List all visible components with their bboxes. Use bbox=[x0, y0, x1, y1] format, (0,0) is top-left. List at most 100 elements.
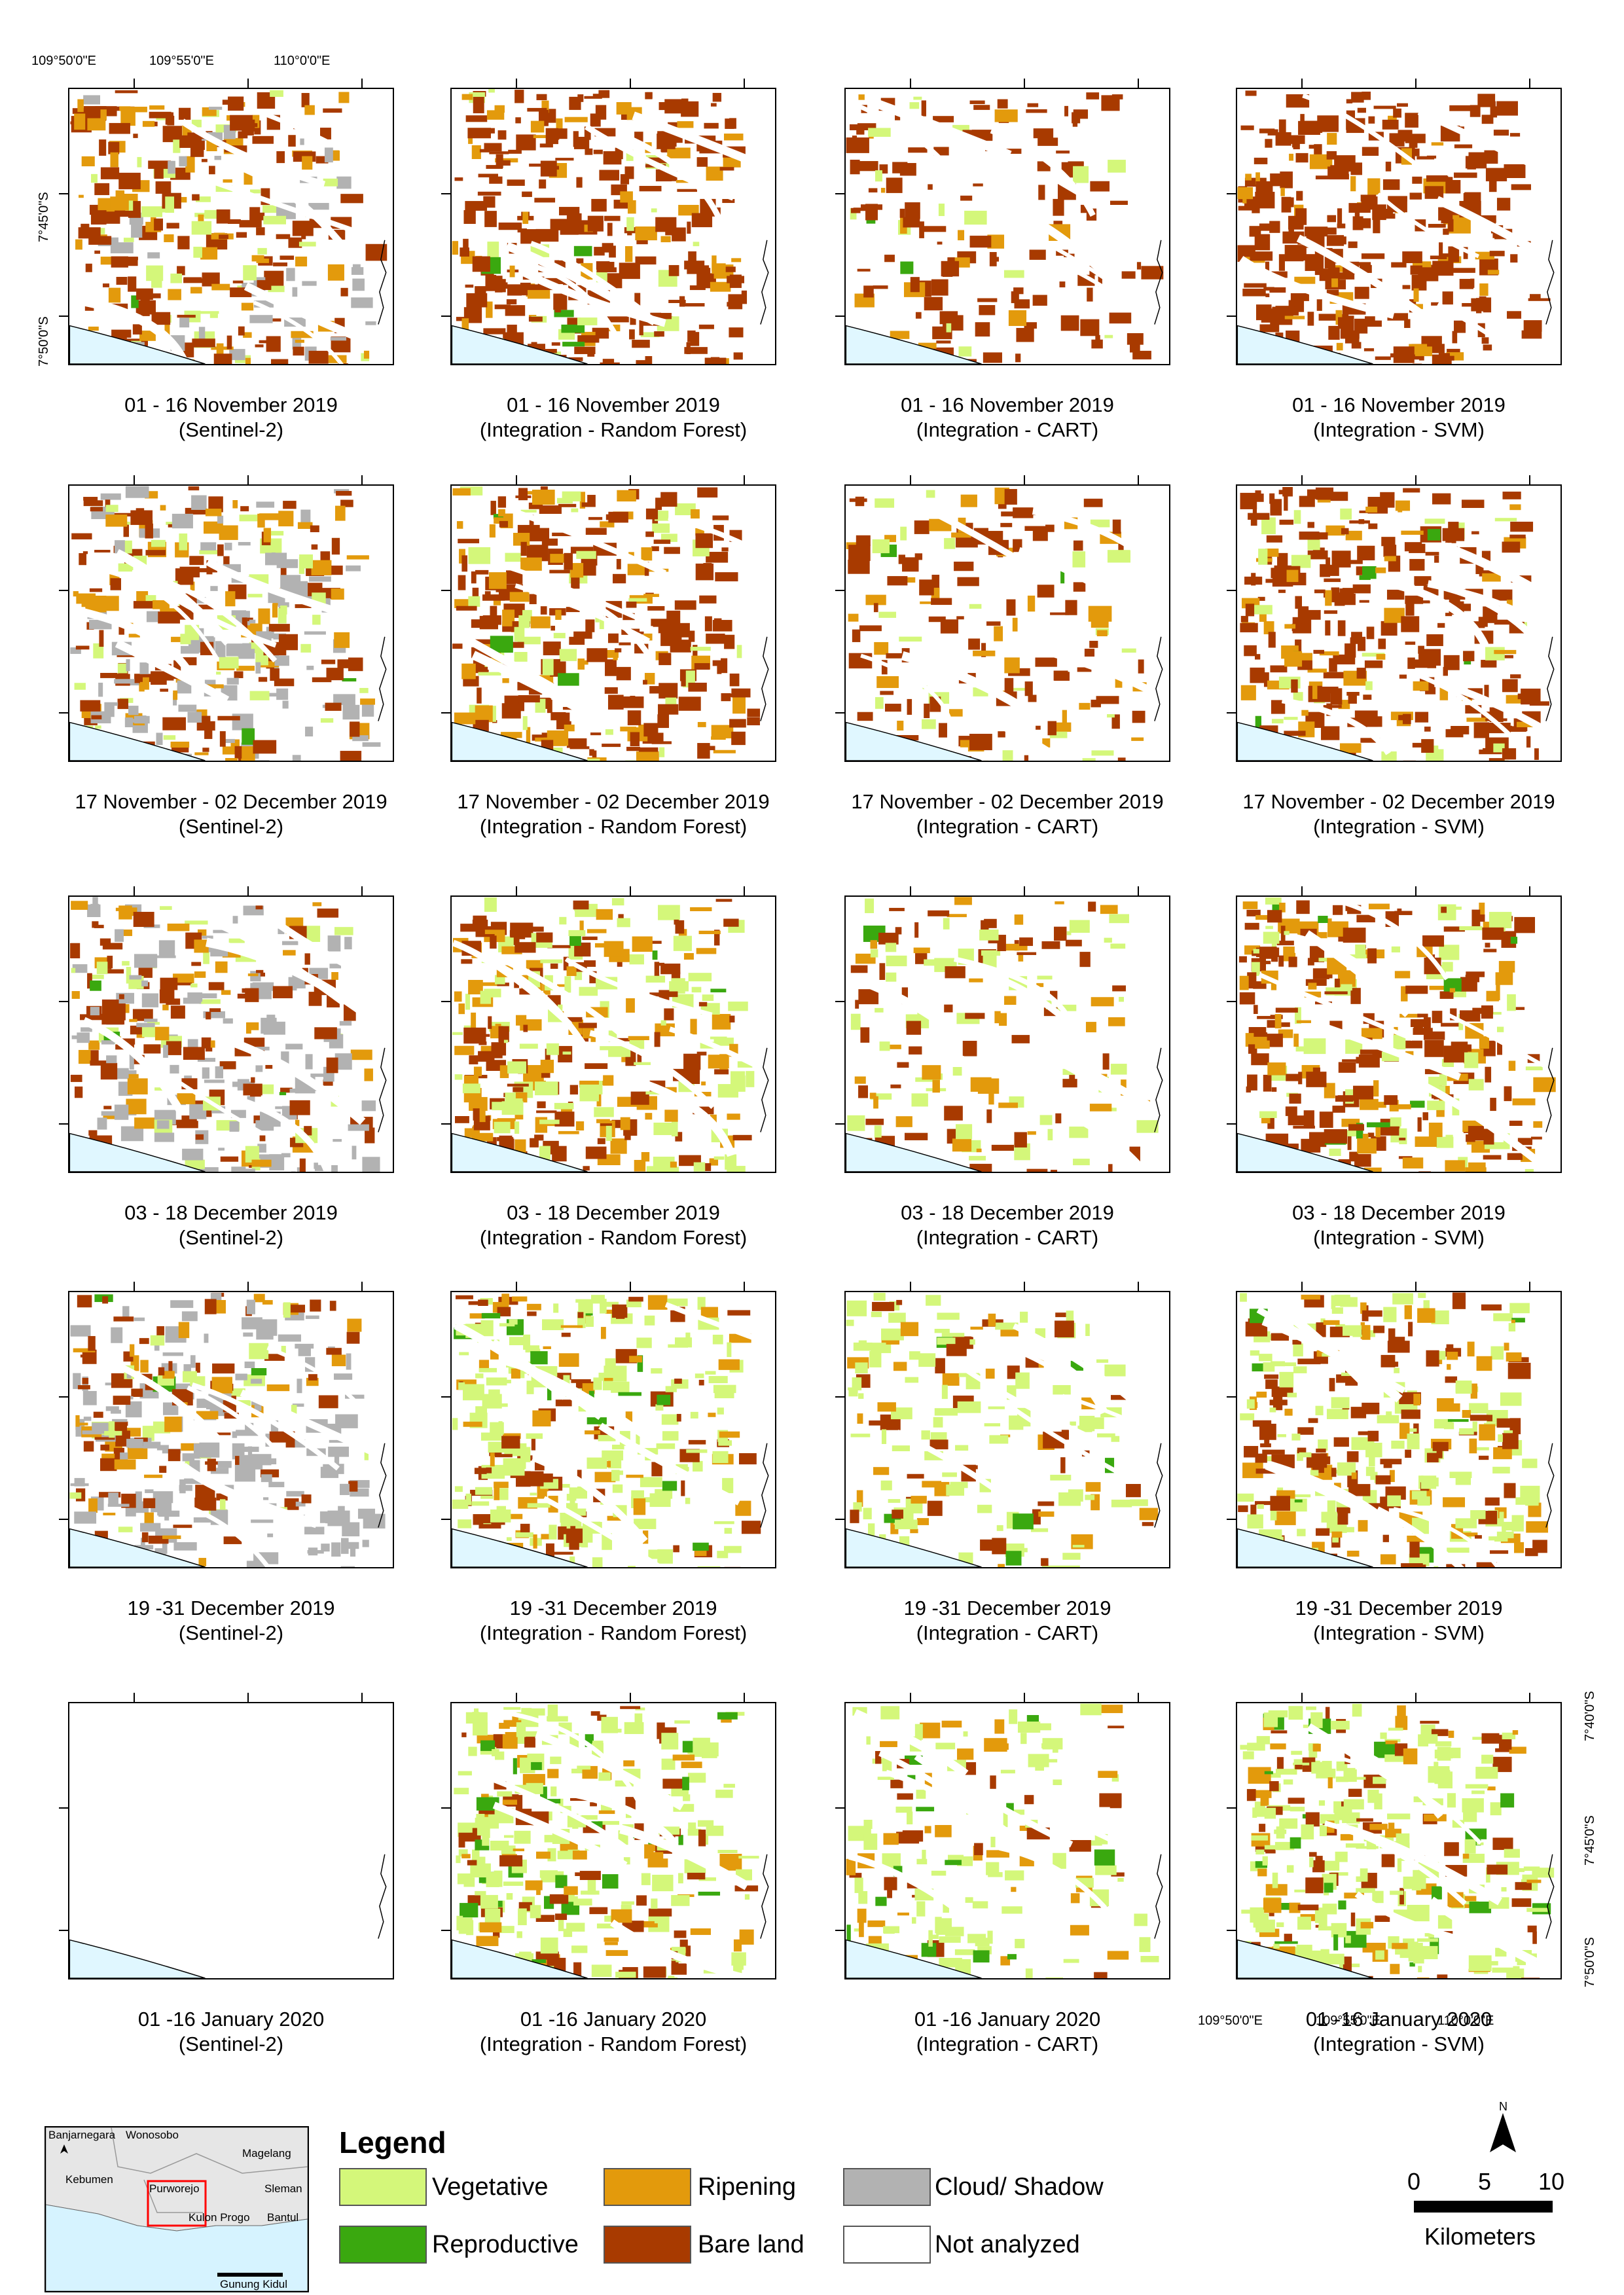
unclassified-streak bbox=[465, 636, 623, 729]
lat-tick bbox=[59, 1123, 68, 1125]
land-class-patch bbox=[693, 645, 698, 658]
land-class-patch bbox=[365, 321, 376, 325]
land-class-patch bbox=[994, 626, 1003, 642]
land-class-patch bbox=[1416, 156, 1435, 160]
land-class-patch bbox=[1418, 1171, 1431, 1172]
land-class-patch bbox=[532, 490, 555, 505]
land-class-patch bbox=[104, 596, 119, 611]
land-class-patch bbox=[651, 208, 657, 213]
land-class-patch bbox=[183, 1047, 205, 1060]
land-class-patch bbox=[1417, 1013, 1428, 1018]
unclassified-streak bbox=[1056, 260, 1169, 349]
land-class-patch bbox=[518, 488, 528, 501]
land-class-patch bbox=[218, 1148, 225, 1151]
land-class-patch bbox=[1365, 681, 1373, 691]
land-class-patch bbox=[1319, 1111, 1333, 1128]
land-class-patch bbox=[706, 166, 723, 181]
land-class-patch bbox=[605, 659, 617, 676]
land-class-patch bbox=[928, 910, 950, 916]
land-class-patch bbox=[1468, 152, 1485, 158]
land-class-patch bbox=[710, 1114, 717, 1124]
land-class-patch bbox=[216, 671, 221, 675]
land-class-patch bbox=[1503, 1430, 1513, 1434]
land-class-patch bbox=[1424, 1040, 1444, 1057]
land-class-patch bbox=[1293, 692, 1303, 701]
land-class-patch bbox=[672, 1754, 695, 1761]
land-class-patch bbox=[947, 914, 967, 918]
land-class-patch bbox=[872, 539, 890, 554]
land-class-patch bbox=[1024, 755, 1029, 761]
land-class-patch bbox=[715, 572, 738, 582]
land-class-patch bbox=[870, 949, 878, 958]
unclassified-streak bbox=[1239, 256, 1395, 319]
land-class-patch bbox=[900, 261, 914, 274]
land-class-patch bbox=[1484, 685, 1489, 698]
land-class-patch bbox=[659, 683, 678, 699]
land-class-patch bbox=[85, 263, 92, 272]
land-class-patch bbox=[1393, 108, 1401, 118]
land-class-patch bbox=[281, 941, 298, 945]
land-class-patch bbox=[503, 1881, 524, 1886]
land-class-patch bbox=[147, 252, 160, 259]
land-class-patch bbox=[611, 898, 624, 906]
land-class-patch bbox=[475, 1890, 486, 1896]
lat-tick bbox=[59, 590, 68, 592]
land-class-patch bbox=[1308, 983, 1317, 990]
land-class-patch bbox=[721, 547, 729, 552]
land-class-patch bbox=[292, 755, 301, 761]
land-class-patch bbox=[686, 1449, 708, 1453]
land-class-patch bbox=[690, 1928, 711, 1935]
lon-tick bbox=[1415, 886, 1416, 895]
unclassified-streak bbox=[1011, 206, 1123, 289]
land-class-patch bbox=[558, 1915, 564, 1932]
caption-period: 19 -31 December 2019 bbox=[903, 1597, 1111, 1619]
land-class-patch bbox=[1462, 1409, 1471, 1418]
land-class-patch bbox=[507, 1083, 529, 1087]
land-class-patch bbox=[1238, 206, 1256, 211]
land-class-patch bbox=[247, 1096, 255, 1106]
land-class-patch bbox=[329, 1517, 339, 1523]
land-class-patch bbox=[1489, 758, 1505, 761]
land-class-patch bbox=[1496, 198, 1511, 211]
land-class-patch bbox=[257, 247, 267, 255]
land-class-patch bbox=[626, 1474, 643, 1478]
classification-map bbox=[846, 1292, 1169, 1567]
land-class-patch bbox=[714, 1069, 729, 1075]
lat-tick bbox=[59, 1807, 68, 1809]
land-class-patch bbox=[133, 911, 154, 928]
land-class-patch bbox=[291, 331, 314, 338]
land-class-patch bbox=[629, 329, 635, 340]
land-class-patch bbox=[193, 246, 202, 258]
land-class-patch bbox=[458, 1831, 465, 1848]
land-class-patch bbox=[160, 689, 169, 692]
land-class-patch bbox=[326, 1348, 342, 1355]
land-class-patch bbox=[1326, 525, 1345, 533]
land-class-patch bbox=[468, 979, 483, 995]
land-class-patch bbox=[893, 1419, 899, 1426]
land-class-patch bbox=[1426, 175, 1448, 182]
land-class-patch bbox=[1490, 106, 1498, 118]
land-class-patch bbox=[1066, 1310, 1074, 1324]
land-class-patch bbox=[1258, 549, 1268, 565]
land-class-patch bbox=[495, 975, 505, 985]
land-class-patch bbox=[712, 515, 729, 520]
land-class-patch bbox=[219, 525, 238, 540]
land-class-patch bbox=[1510, 254, 1518, 263]
land-class-patch bbox=[334, 505, 346, 521]
land-class-patch bbox=[1424, 1069, 1447, 1075]
land-class-patch bbox=[1365, 1466, 1375, 1476]
land-class-patch bbox=[1244, 922, 1259, 930]
unclassified-streak bbox=[210, 918, 344, 1004]
land-class-patch bbox=[660, 1020, 666, 1026]
land-class-patch bbox=[465, 284, 474, 288]
lat-tick bbox=[441, 1518, 450, 1520]
unclassified-streak bbox=[1037, 645, 1169, 706]
land-class-patch bbox=[118, 930, 133, 936]
unclassified-streak bbox=[1281, 697, 1391, 755]
land-class-patch bbox=[522, 191, 532, 197]
land-class-patch bbox=[100, 1062, 118, 1080]
land-class-patch bbox=[1298, 1072, 1303, 1085]
land-class-patch bbox=[869, 1351, 882, 1367]
land-class-patch bbox=[162, 1540, 168, 1554]
land-class-patch bbox=[224, 1413, 239, 1419]
